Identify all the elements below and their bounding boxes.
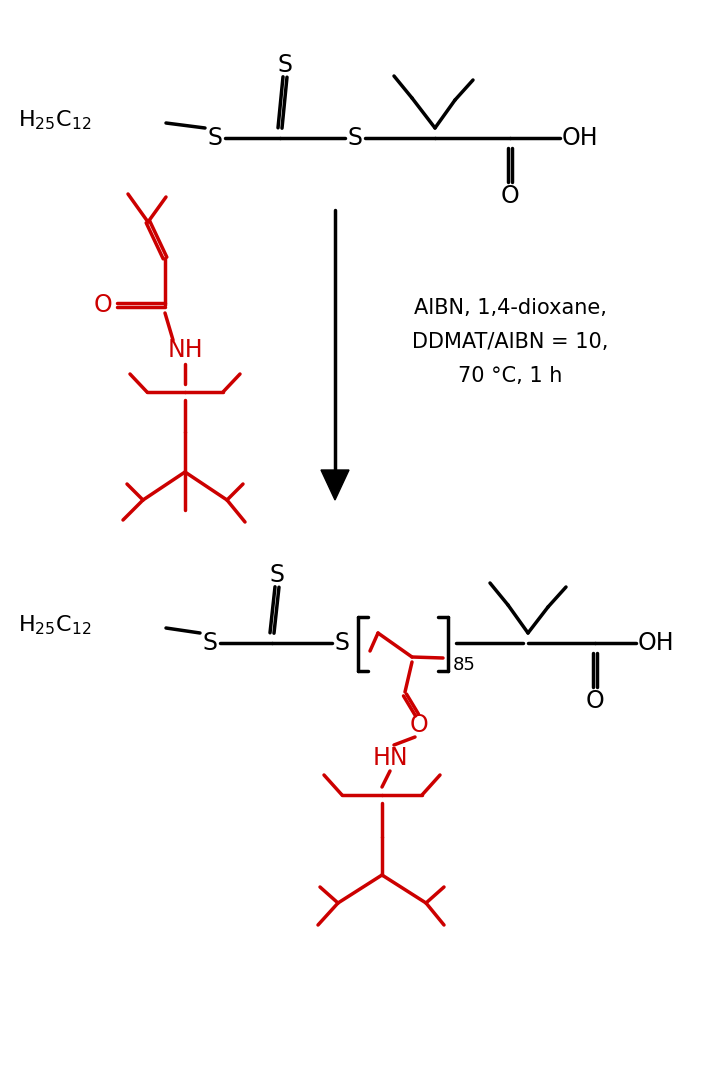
Text: O: O bbox=[94, 293, 113, 317]
Text: OH: OH bbox=[638, 632, 674, 655]
Text: NH: NH bbox=[167, 338, 203, 362]
Text: OH: OH bbox=[562, 126, 599, 150]
Text: O: O bbox=[586, 690, 604, 713]
Text: S: S bbox=[277, 53, 293, 77]
Text: O: O bbox=[501, 184, 519, 208]
Text: S: S bbox=[269, 563, 285, 587]
Text: AIBN, 1,4-dioxane,: AIBN, 1,4-dioxane, bbox=[414, 297, 606, 318]
Text: H$_{25}$C$_{12}$: H$_{25}$C$_{12}$ bbox=[18, 613, 91, 637]
Text: 85: 85 bbox=[452, 656, 476, 674]
Text: S: S bbox=[208, 126, 222, 150]
Polygon shape bbox=[321, 470, 349, 500]
Text: 70 °C, 1 h: 70 °C, 1 h bbox=[458, 366, 562, 386]
Text: DDMAT/AIBN = 10,: DDMAT/AIBN = 10, bbox=[412, 332, 608, 352]
Text: S: S bbox=[203, 632, 218, 655]
Text: H$_{25}$C$_{12}$: H$_{25}$C$_{12}$ bbox=[18, 108, 91, 132]
Text: O: O bbox=[409, 713, 428, 737]
Text: HN: HN bbox=[372, 746, 408, 770]
Text: S: S bbox=[348, 126, 362, 150]
Text: S: S bbox=[335, 632, 349, 655]
